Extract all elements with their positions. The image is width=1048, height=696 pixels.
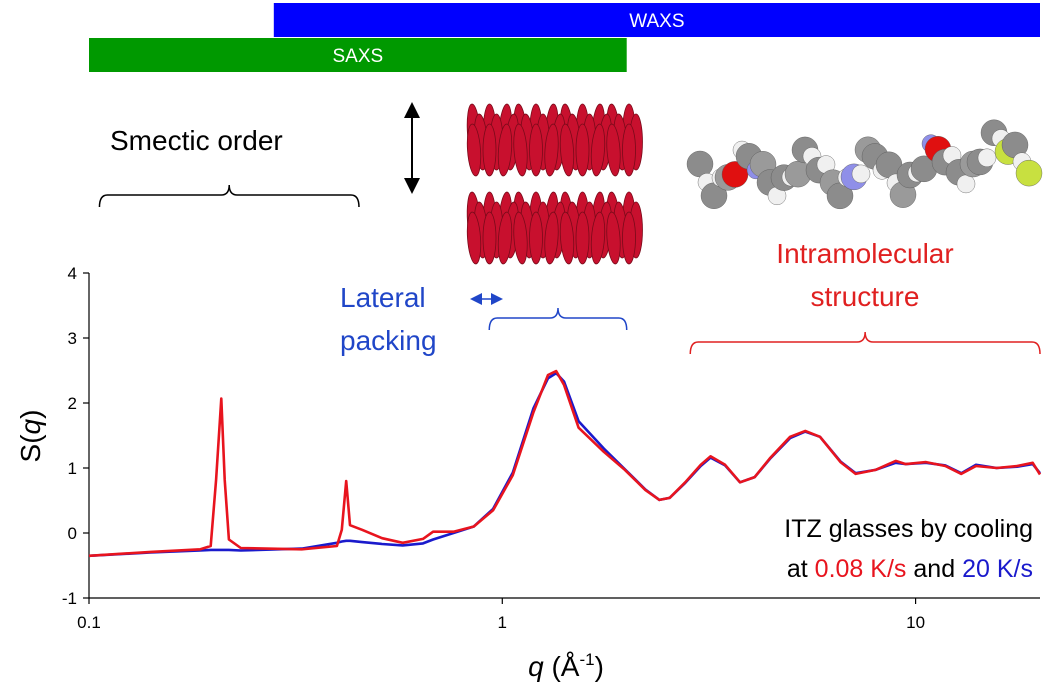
mesogen <box>544 123 559 177</box>
plot: -1 0 1 2 3 4 0.1 1 10 <box>62 264 1042 632</box>
y-tick-label: 3 <box>68 329 77 348</box>
annotation: packing <box>340 325 437 356</box>
mesogen <box>606 123 621 177</box>
x-label-part: -1 <box>579 650 594 669</box>
x-axis-label: q (Å-1) <box>528 650 604 682</box>
legend-entry: 0.08 K/s <box>815 555 907 583</box>
mesogen <box>575 123 590 177</box>
mesogen <box>622 123 636 177</box>
data-line <box>88 369 1042 558</box>
atom <box>686 150 714 178</box>
mesogen <box>559 123 575 177</box>
x-label-part: q <box>528 651 544 682</box>
y-axis-label: S(q) <box>15 410 46 463</box>
mesogen <box>497 211 513 265</box>
caption-part: at <box>787 555 808 583</box>
x-label-part: (Å <box>544 651 580 682</box>
mesogen <box>544 211 559 265</box>
x-tick-label: 10 <box>906 613 925 632</box>
bracket <box>689 331 1041 355</box>
range-label: WAXS <box>629 11 684 32</box>
y-tick-label: 0 <box>68 524 77 543</box>
mesogen <box>529 123 543 177</box>
legend-entry: 20 K/s <box>962 555 1033 583</box>
mesogen <box>559 211 575 265</box>
mesogen <box>590 211 606 265</box>
smectic-layers-illustration <box>466 103 643 265</box>
y-tick-label: 2 <box>68 394 77 413</box>
y-tick-label: 4 <box>68 264 77 283</box>
molecule-illustration <box>686 119 1043 210</box>
y-label-part: ) <box>15 410 46 419</box>
mesogen <box>482 123 497 177</box>
caption-part: and <box>913 555 955 583</box>
atom <box>977 148 997 167</box>
bracket <box>98 184 360 208</box>
y-label-part: S( <box>15 434 46 463</box>
annotation: Smectic order <box>110 125 283 156</box>
mesogen <box>466 211 482 265</box>
caption: at 0.08 K/s and 20 K/s <box>787 555 1033 583</box>
mesogen <box>497 123 513 177</box>
x-tick-label: 0.1 <box>77 613 101 632</box>
atom <box>851 164 871 184</box>
atom <box>1015 159 1043 187</box>
x-label-part: ) <box>595 651 604 682</box>
y-label-part: q <box>15 418 46 434</box>
mesogen <box>575 211 590 265</box>
bracket <box>488 307 628 331</box>
mesogen <box>529 211 543 265</box>
y-tick-label: -1 <box>62 589 77 608</box>
caption: ITZ glasses by cooling <box>784 515 1033 543</box>
range-label: SAXS <box>333 46 384 67</box>
y-tick-label: 1 <box>68 459 77 478</box>
mesogen <box>513 211 528 265</box>
mesogen <box>590 123 606 177</box>
annotation: Intramolecular <box>776 238 953 269</box>
mesogen <box>513 123 528 177</box>
range-bar <box>273 3 1040 37</box>
annotation: structure <box>811 281 920 312</box>
annotation: Lateral <box>340 282 426 313</box>
mesogen <box>466 123 482 177</box>
atom <box>956 174 976 194</box>
mesogen <box>482 211 497 265</box>
range-bar <box>89 38 627 72</box>
mesogen <box>622 211 636 265</box>
x-tick-label: 1 <box>498 613 507 632</box>
mesogen <box>606 211 621 265</box>
illustration <box>404 102 503 305</box>
